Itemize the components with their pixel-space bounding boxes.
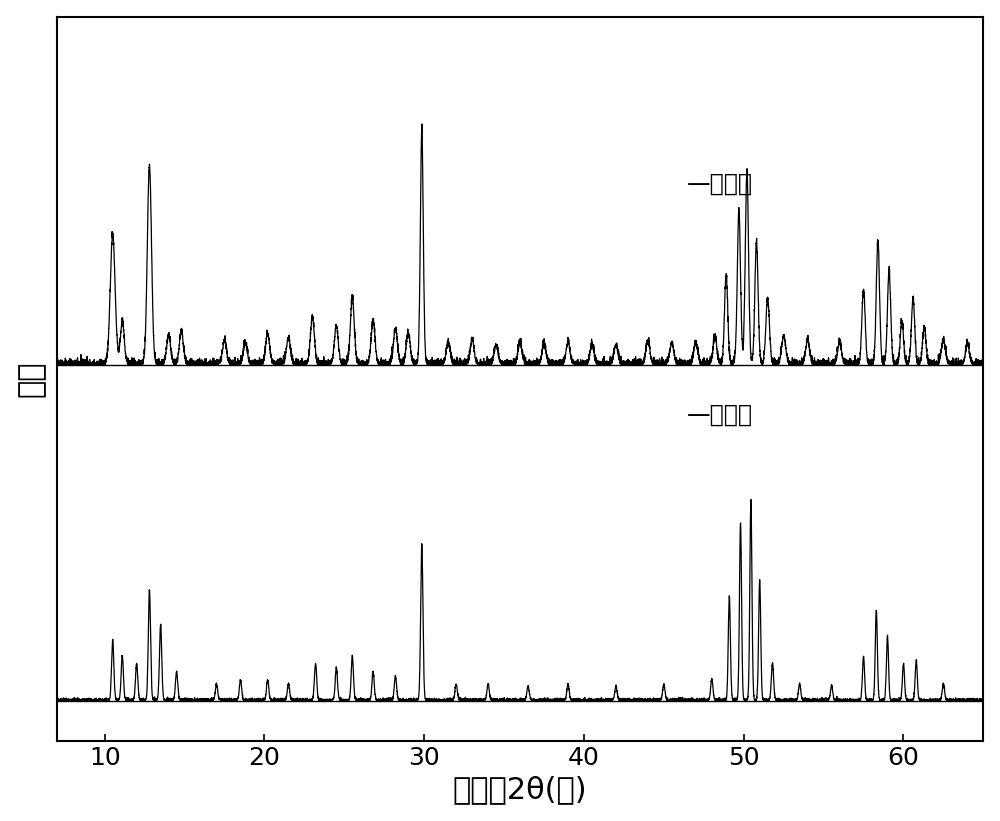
Text: —实验值: —实验值	[687, 172, 753, 195]
Text: —模拟值: —模拟值	[687, 403, 753, 427]
Y-axis label: 强度: 强度	[17, 360, 46, 397]
X-axis label: 衍射角2θ(度): 衍射角2θ(度)	[453, 775, 587, 805]
